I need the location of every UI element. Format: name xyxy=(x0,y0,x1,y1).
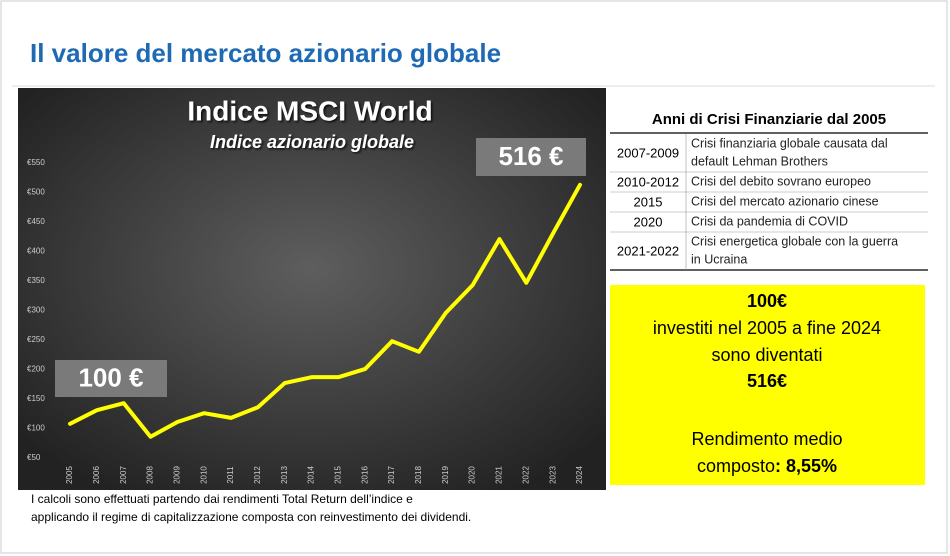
annotation-box xyxy=(476,138,586,176)
y-tick-label: €350 xyxy=(27,276,45,285)
annotation: 100 € xyxy=(78,362,143,392)
summary-box xyxy=(610,285,925,485)
footnote: applicando il regime di capitalizzazione… xyxy=(31,510,471,524)
summary-line: investiti nel 2005 a fine 2024 xyxy=(653,318,881,338)
y-tick-label: €400 xyxy=(27,247,45,256)
x-tick-label: 2005 xyxy=(65,466,74,484)
table-desc: Crisi energetica globale con la guerra xyxy=(691,234,898,248)
footnote: I calcoli sono effettuati partendo dai r… xyxy=(31,492,413,506)
x-tick-label: 2013 xyxy=(280,466,289,484)
table-years: 2015 xyxy=(634,194,663,209)
slide-title: Il valore del mercato azionario globale xyxy=(30,38,501,68)
return-label: Rendimento medio xyxy=(691,429,842,449)
x-tick-label: 2018 xyxy=(414,466,423,484)
y-tick-label: €150 xyxy=(27,394,45,403)
x-tick-label: 2022 xyxy=(521,466,530,484)
x-tick-label: 2007 xyxy=(119,466,128,484)
line-series xyxy=(68,182,582,439)
table-years: 2010-2012 xyxy=(617,174,679,189)
x-tick-label: 2023 xyxy=(548,466,557,484)
y-tick-label: €450 xyxy=(27,217,45,226)
table-years: 2021-2022 xyxy=(617,243,679,258)
x-tick-label: 2021 xyxy=(495,466,504,484)
return-line: composto: 8,55% xyxy=(697,456,837,476)
y-tick-label: €200 xyxy=(27,365,45,374)
x-tick-label: 2020 xyxy=(468,466,477,484)
table-title: Anni di Crisi Finanziarie dal 2005 xyxy=(652,111,886,128)
y-tick-label: €250 xyxy=(27,335,45,344)
table-desc: in Ucraina xyxy=(691,252,747,266)
y-tick-label: €500 xyxy=(27,188,45,197)
table-desc: default Lehman Brothers xyxy=(691,154,828,168)
y-tick-label: €50 xyxy=(27,453,41,462)
table-desc: Crisi del mercato azionario cinese xyxy=(691,194,879,208)
annotation-box xyxy=(55,360,167,397)
table-years: 2020 xyxy=(634,214,663,229)
summary-line: 100€ xyxy=(747,291,787,311)
x-tick-label: 2024 xyxy=(575,466,584,484)
table-desc: Crisi da pandemia di COVID xyxy=(691,214,848,228)
x-tick-label: 2012 xyxy=(253,466,262,484)
chart-title: Indice MSCI World xyxy=(187,95,432,126)
x-tick-label: 2014 xyxy=(307,466,316,484)
x-tick-label: 2019 xyxy=(441,466,450,484)
return-value: : 8,55% xyxy=(775,456,837,476)
return-label: composto xyxy=(697,456,775,476)
x-tick-label: 2017 xyxy=(387,466,396,484)
table-desc: Crisi del debito sovrano europeo xyxy=(691,174,871,188)
chart-subtitle: Indice azionario globale xyxy=(210,132,414,152)
y-tick-label: €550 xyxy=(27,158,45,167)
x-tick-label: 2009 xyxy=(172,466,181,484)
table-years: 2007-2009 xyxy=(617,145,679,160)
x-tick-label: 2011 xyxy=(226,466,235,484)
x-tick-label: 2006 xyxy=(92,466,101,484)
y-tick-label: €100 xyxy=(27,424,45,433)
y-tick-label: €300 xyxy=(27,306,45,315)
summary-line: 516€ xyxy=(747,371,787,391)
x-tick-label: 2015 xyxy=(334,466,343,484)
summary-line: sono diventati xyxy=(711,345,822,365)
annotation: 516 € xyxy=(498,141,563,171)
x-tick-label: 2016 xyxy=(360,466,369,484)
table-desc: Crisi finanziaria globale causata dal xyxy=(691,136,888,150)
x-tick-label: 2008 xyxy=(146,466,155,484)
x-tick-label: 2010 xyxy=(199,466,208,484)
